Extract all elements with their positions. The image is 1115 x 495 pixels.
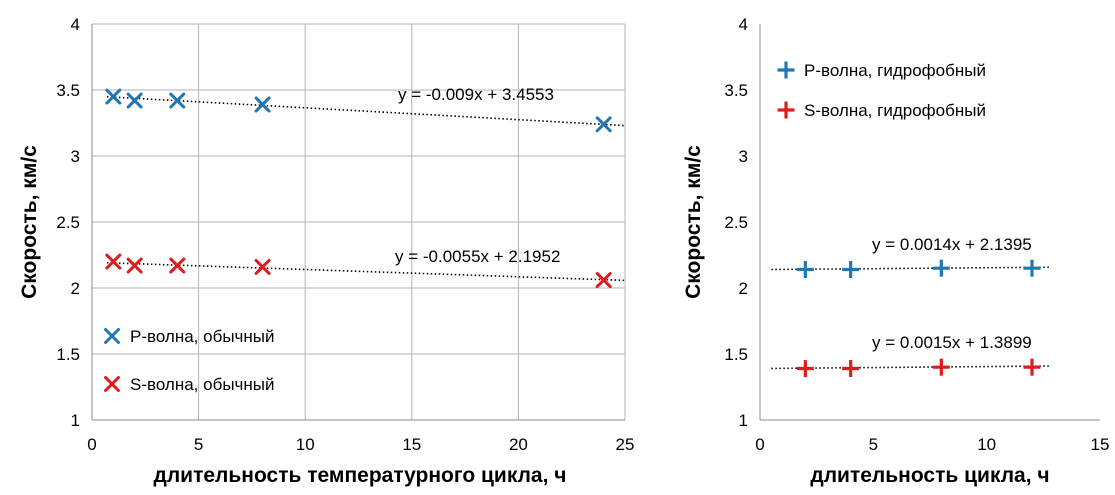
legend-label: S-волна, гидрофобный bbox=[804, 101, 986, 120]
legend-label: S-волна, обычный bbox=[130, 375, 275, 394]
trendline-equation: y = 0.0014x + 2.1395 bbox=[872, 235, 1032, 254]
x-tick-label: 25 bbox=[616, 435, 635, 454]
x-tick-label: 15 bbox=[402, 435, 421, 454]
legend-marker bbox=[777, 61, 795, 79]
x-stroke bbox=[126, 92, 143, 109]
data-point bbox=[126, 257, 143, 274]
x-tick-label: 0 bbox=[87, 435, 96, 454]
data-point bbox=[842, 360, 860, 378]
trendline bbox=[771, 365, 1051, 370]
legend-marker bbox=[104, 328, 120, 344]
x-stroke bbox=[254, 96, 271, 113]
x-stroke bbox=[169, 257, 186, 274]
y-tick-label: 1.5 bbox=[724, 345, 748, 364]
y-tick-label: 2.5 bbox=[724, 213, 748, 232]
series-1: y = 0.0014x + 2.1395 P-волна, гидрофобный bbox=[771, 61, 1051, 279]
y-tick-label: 3 bbox=[739, 147, 748, 166]
data-point bbox=[595, 272, 612, 289]
legend-label: P-волна, обычный bbox=[130, 327, 275, 346]
data-point bbox=[169, 257, 186, 274]
data-point bbox=[254, 258, 271, 275]
x-tick-label: 5 bbox=[869, 435, 878, 454]
series-2: y = 0.0015x + 1.3899 S-волна, гидрофобный bbox=[771, 101, 1051, 378]
y-tick-label: 1 bbox=[739, 411, 748, 430]
legend-label: P-волна, гидрофобный bbox=[804, 61, 986, 80]
x-stroke bbox=[104, 328, 120, 344]
x-stroke bbox=[105, 88, 122, 105]
series-1: y = -0.009x + 3.4553 P-волна, обычный bbox=[104, 85, 626, 346]
x-stroke bbox=[169, 92, 186, 109]
data-point bbox=[126, 92, 143, 109]
x-stroke bbox=[105, 253, 122, 270]
data-point bbox=[595, 116, 612, 133]
trendline-equation: y = -0.0055x + 2.1952 bbox=[395, 247, 560, 266]
y-tick-label: 4 bbox=[71, 15, 80, 34]
x-tick-label: 20 bbox=[509, 435, 528, 454]
data-point bbox=[796, 261, 814, 279]
data-point bbox=[1023, 259, 1041, 277]
data-point bbox=[1023, 358, 1041, 376]
trendline bbox=[106, 95, 626, 127]
y-tick-label: 3.5 bbox=[56, 81, 80, 100]
y-tick-label: 1 bbox=[71, 411, 80, 430]
x-stroke bbox=[126, 257, 143, 274]
y-axis-title: Скорость, км/с bbox=[18, 145, 41, 299]
legend-marker bbox=[104, 376, 120, 392]
x-axis-title: длительность цикла, ч bbox=[810, 464, 1049, 487]
y-tick-label: 2.5 bbox=[56, 213, 80, 232]
x-tick-label: 10 bbox=[977, 435, 996, 454]
data-point bbox=[105, 88, 122, 105]
data-point bbox=[796, 360, 814, 378]
x-axis-title: длительность температурного цикла, ч bbox=[154, 464, 567, 487]
x-tick-label: 15 bbox=[1091, 435, 1110, 454]
data-point bbox=[105, 253, 122, 270]
x-stroke bbox=[104, 376, 120, 392]
data-point bbox=[254, 96, 271, 113]
y-tick-label: 3.5 bbox=[724, 81, 748, 100]
x-tick-label: 0 bbox=[755, 435, 764, 454]
data-point bbox=[169, 92, 186, 109]
y-tick-label: 4 bbox=[739, 15, 748, 34]
chart-1: 1 1.5 2 2.5 3 3.5 4 0 5 10 15 20 25 длительность темп… bbox=[18, 15, 634, 487]
x-tick-label: 5 bbox=[194, 435, 203, 454]
chart-2: 1 1.5 2 2.5 3 3.5 4 0 5 10 15 длительность цикла, ч… bbox=[682, 15, 1109, 487]
y-tick-label: 2 bbox=[71, 279, 80, 298]
x-stroke bbox=[595, 272, 612, 289]
legend-marker bbox=[777, 101, 795, 119]
x-stroke bbox=[254, 258, 271, 275]
series-2: y = -0.0055x + 2.1952 S-волна, обычный bbox=[104, 247, 626, 394]
data-point bbox=[842, 261, 860, 279]
trendline bbox=[771, 266, 1051, 271]
trendline-equation: y = 0.0015x + 1.3899 bbox=[872, 333, 1032, 352]
x-tick-label: 10 bbox=[296, 435, 315, 454]
y-tick-label: 2 bbox=[739, 279, 748, 298]
y-tick-label: 3 bbox=[71, 147, 80, 166]
trendline-equation: y = -0.009x + 3.4553 bbox=[398, 85, 554, 104]
data-point bbox=[932, 259, 950, 277]
x-stroke bbox=[595, 116, 612, 133]
y-axis-title: Скорость, км/с bbox=[682, 145, 705, 299]
y-tick-label: 1.5 bbox=[56, 345, 80, 364]
data-point bbox=[932, 358, 950, 376]
